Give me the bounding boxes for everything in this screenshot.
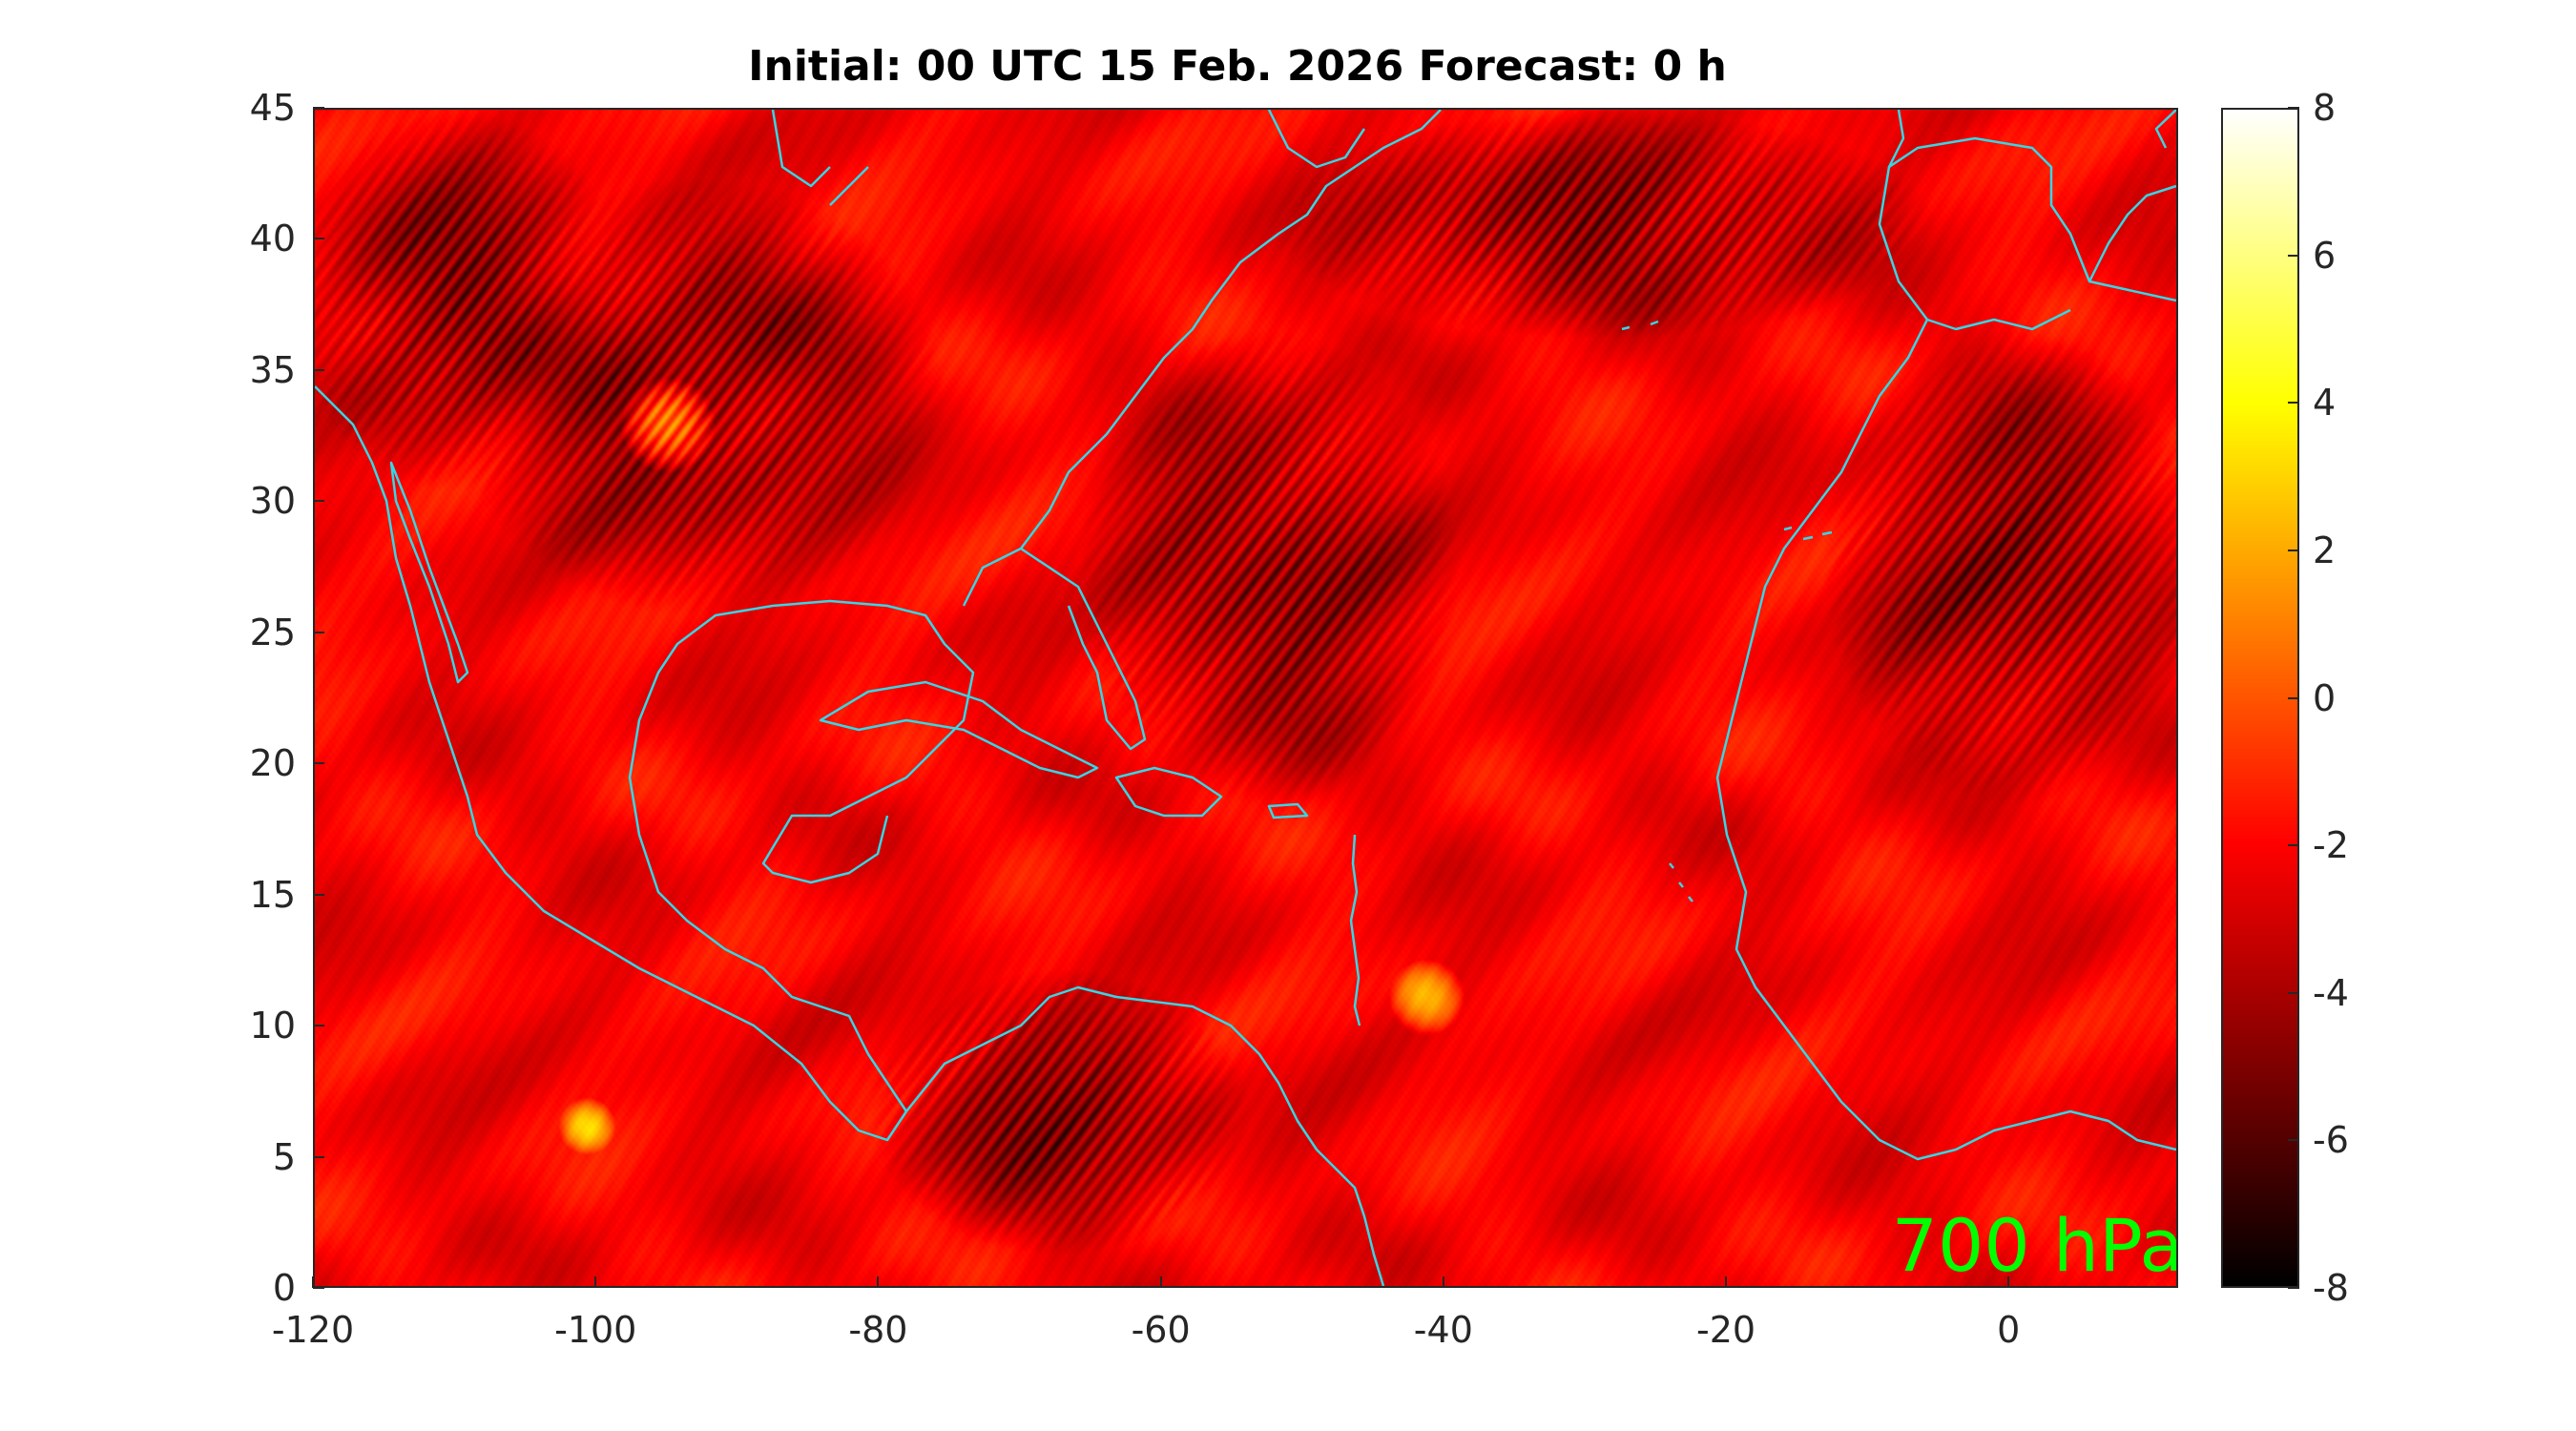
coastline-puerto-rico	[1267, 802, 1309, 819]
map-plot-area: 700 hPa	[313, 108, 2178, 1288]
coastline-mediterranean	[2088, 110, 2176, 282]
coastline-lesser-antilles	[1349, 834, 1361, 1027]
x-tick-mark	[1725, 1276, 1728, 1288]
y-tick-label: 30	[249, 480, 296, 523]
colorbar-tick-mark	[2288, 991, 2299, 994]
coastline-canada-maritimes	[771, 110, 1366, 206]
coastline-south-america	[905, 985, 1385, 1286]
y-tick-mark	[313, 1155, 324, 1158]
y-tick-label: 25	[249, 611, 296, 653]
colorbar-tick-mark	[2288, 549, 2299, 551]
colorbar-tick-mark	[2288, 107, 2299, 109]
y-tick-label: 35	[249, 348, 296, 391]
colorbar-tick-label: -8	[2313, 1267, 2349, 1309]
colorbar-tick-mark	[2288, 402, 2299, 404]
colorbar-tick-mark	[2288, 1139, 2299, 1142]
colorbar-tick-label: -4	[2313, 971, 2349, 1014]
x-tick-mark	[594, 1276, 597, 1288]
colorbar-tick-label: -2	[2313, 824, 2349, 867]
x-tick-label: -80	[848, 1309, 908, 1351]
colorbar-tick-label: 8	[2313, 87, 2337, 129]
y-tick-mark	[313, 631, 324, 633]
coastline-north-america-west	[315, 385, 908, 1142]
coastline-hispaniola	[1114, 766, 1223, 818]
y-tick-mark	[313, 107, 324, 109]
y-tick-mark	[313, 762, 324, 765]
y-tick-label: 15	[249, 873, 296, 916]
x-tick-mark	[1442, 1276, 1444, 1288]
y-tick-label: 5	[272, 1135, 296, 1178]
x-tick-mark	[1159, 1276, 1162, 1288]
y-tick-mark	[313, 893, 324, 896]
coastline-florida	[962, 547, 1147, 751]
x-tick-label: -120	[271, 1309, 355, 1351]
coastline-baja	[389, 461, 469, 684]
x-tick-label: -20	[1696, 1309, 1756, 1351]
colorbar-tick-label: 4	[2313, 382, 2337, 425]
coastline-overlay	[315, 110, 2176, 1286]
x-tick-label: 0	[1997, 1309, 2021, 1351]
coastline-gulf-of-mexico	[628, 599, 975, 1112]
y-tick-label: 0	[272, 1267, 296, 1309]
y-tick-mark	[313, 1287, 324, 1289]
y-tick-label: 10	[249, 1005, 296, 1047]
field-raster	[315, 110, 2176, 1286]
coastline-west-africa	[1715, 319, 2176, 1161]
y-tick-mark	[313, 368, 324, 371]
colorbar-tick-label: 6	[2313, 234, 2337, 277]
x-tick-mark	[2007, 1276, 2010, 1288]
y-tick-label: 45	[249, 87, 296, 129]
colorbar-tick-label: 2	[2313, 529, 2337, 571]
y-tick-label: 20	[249, 742, 296, 785]
coastline-canary-islands	[1783, 526, 1833, 541]
coastline-cape-verde	[1669, 862, 1693, 902]
colorbar-tick-mark	[2288, 1287, 2299, 1289]
x-tick-label: -60	[1131, 1309, 1191, 1351]
colorbar-tick-mark	[2288, 844, 2299, 847]
pressure-level-label: 700 hPa	[1891, 1203, 2178, 1288]
y-tick-label: 40	[249, 218, 296, 260]
colorbar-tick-label: -6	[2313, 1119, 2349, 1162]
colorbar-tick-mark	[2288, 254, 2299, 257]
x-tick-label: -40	[1413, 1309, 1473, 1351]
coastline-iberia	[1887, 110, 2176, 302]
y-tick-mark	[313, 500, 324, 503]
map-title: Initial: 00 UTC 15 Feb. 2026 Forecast: 0…	[748, 42, 1727, 91]
coastline-us-east	[1020, 110, 1442, 550]
coastline-iberia-west	[1878, 166, 2071, 331]
x-tick-mark	[312, 1276, 314, 1288]
x-tick-label: -100	[554, 1309, 637, 1351]
colorbar-tick-mark	[2288, 696, 2299, 699]
coastline-azores	[1621, 320, 1659, 331]
colorbar-tick-label: 0	[2313, 676, 2337, 719]
x-tick-mark	[877, 1276, 880, 1288]
colorbar	[2221, 108, 2299, 1288]
y-tick-mark	[313, 1025, 324, 1027]
coastline-cuba	[819, 680, 1099, 779]
y-tick-mark	[313, 238, 324, 240]
